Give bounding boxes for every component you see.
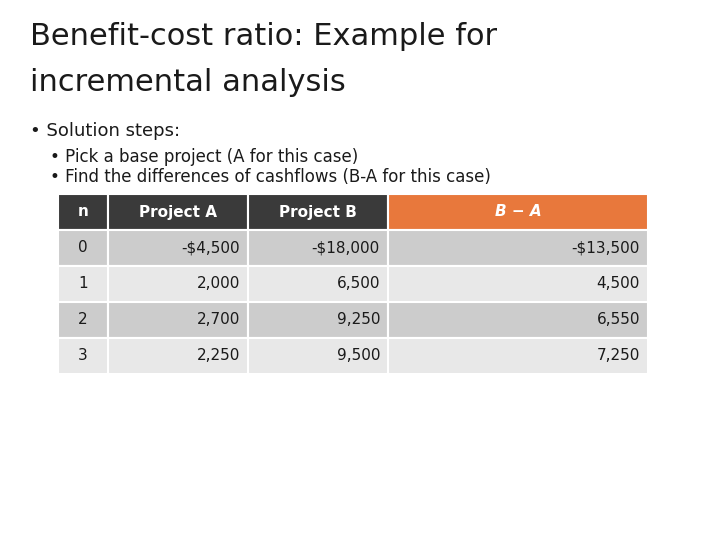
Text: 9,250: 9,250 [336,313,380,327]
Bar [248,230,388,266]
Text: Benefit-cost ratio: Example for: Benefit-cost ratio: Example for [30,22,497,51]
Bar [58,194,108,230]
Bar [108,230,248,266]
Bar [58,302,108,338]
Text: 2,250: 2,250 [197,348,240,363]
Text: 1: 1 [78,276,88,292]
Text: n: n [78,205,89,219]
Bar [108,194,248,230]
Text: Project A: Project A [139,205,217,219]
Text: 0: 0 [78,240,88,255]
Bar [388,230,648,266]
Bar [58,338,108,374]
Bar [388,194,648,230]
Text: -$13,500: -$13,500 [572,240,640,255]
Text: -$18,000: -$18,000 [312,240,380,255]
Bar [108,338,248,374]
Bar [388,266,648,302]
Text: • Solution steps:: • Solution steps: [30,122,180,140]
Bar [248,194,388,230]
Bar [58,266,108,302]
Bar [248,302,388,338]
Text: 3: 3 [78,348,88,363]
Text: Project B: Project B [279,205,357,219]
Bar [248,266,388,302]
Text: 2,700: 2,700 [197,313,240,327]
Bar [248,338,388,374]
Text: incremental analysis: incremental analysis [30,68,346,97]
Text: 9,500: 9,500 [336,348,380,363]
Bar [58,230,108,266]
Text: • Find the differences of cashflows (B-A for this case): • Find the differences of cashflows (B-A… [50,168,491,186]
Text: 6,500: 6,500 [336,276,380,292]
Text: 6,550: 6,550 [596,313,640,327]
Bar [108,266,248,302]
Text: 7,250: 7,250 [597,348,640,363]
Text: 4,500: 4,500 [597,276,640,292]
Text: 2: 2 [78,313,88,327]
Text: -$4,500: -$4,500 [181,240,240,255]
Text: 2,000: 2,000 [197,276,240,292]
Bar [108,302,248,338]
Text: B − A: B − A [495,205,541,219]
Bar [388,338,648,374]
Text: • Pick a base project (A for this case): • Pick a base project (A for this case) [50,148,359,166]
Bar [388,302,648,338]
